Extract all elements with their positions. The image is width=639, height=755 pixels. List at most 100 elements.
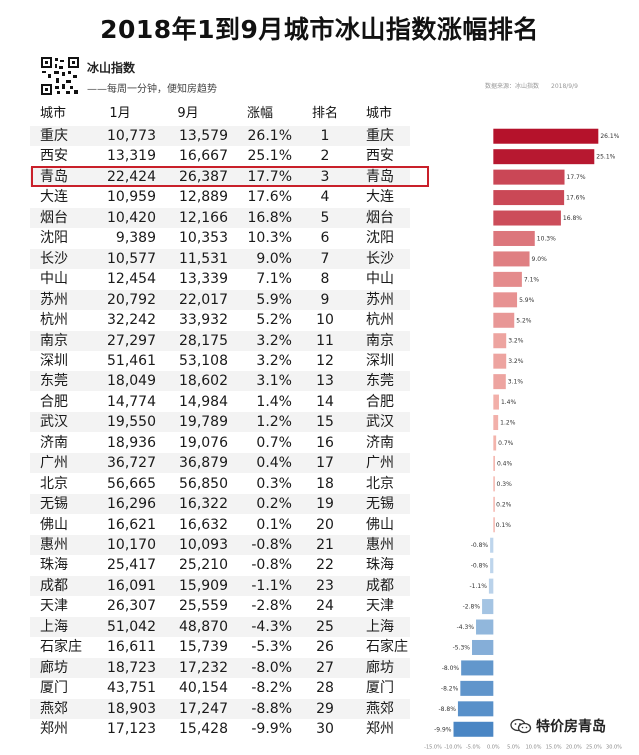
- table-cell-city: 烟台: [40, 209, 68, 226]
- data-label: 25.1%: [596, 154, 615, 161]
- x-tick-label: -5.0%: [466, 745, 481, 751]
- table-cell-rank: 3: [320, 168, 330, 185]
- table-cell-jan: 10,577: [107, 250, 156, 267]
- table-cell-city: 惠州: [366, 537, 394, 553]
- table-cell-sep: 10,353: [179, 230, 228, 247]
- table-cell-pct: 5.9%: [256, 291, 292, 308]
- table-cell-city: 大连: [366, 189, 394, 206]
- table-cell-city: 上海: [366, 618, 394, 635]
- table-cell-city: 广州: [40, 455, 68, 472]
- table-cell-city: 佛山: [366, 516, 394, 533]
- data-label: -8.2%: [441, 685, 459, 692]
- table-cell-pct: -0.8%: [251, 557, 292, 574]
- table-cell-city: 厦门: [366, 680, 394, 697]
- x-tick-label: 15.0%: [546, 745, 562, 751]
- table-cell-city: 苏州: [366, 291, 394, 308]
- bar-合肥: [493, 394, 499, 410]
- table-cell-rank: 20: [316, 516, 334, 533]
- table-row: [30, 473, 410, 494]
- table-cell-city: 济南: [40, 434, 68, 451]
- wechat-icon: [510, 718, 532, 734]
- bar-济南: [493, 435, 497, 451]
- bar-东莞: [493, 374, 506, 390]
- table-cell-sep: 16,632: [179, 516, 228, 533]
- table-cell-city: 郑州: [366, 721, 394, 738]
- table-cell-city: 沈阳: [40, 230, 68, 247]
- x-tick-label: 10.0%: [526, 745, 542, 751]
- table-cell-pct: 17.7%: [247, 168, 292, 185]
- table-cell-pct: -8.8%: [251, 700, 292, 717]
- table-cell-pct: -4.3%: [251, 618, 292, 635]
- data-label: 0.3%: [497, 481, 513, 488]
- data-label: 26.1%: [600, 133, 619, 140]
- x-tick-label: 0.0%: [487, 745, 500, 751]
- data-label: -8.0%: [442, 665, 460, 672]
- bar-长沙: [493, 251, 530, 267]
- table-row: [30, 575, 410, 596]
- data-label: -0.8%: [471, 542, 489, 549]
- table-row: [30, 146, 410, 167]
- table-cell-pct: 3.1%: [256, 373, 292, 390]
- table-cell-jan: 16,296: [107, 496, 156, 513]
- table-cell-city: 成都: [40, 577, 68, 594]
- table-cell-rank: 17: [316, 455, 334, 472]
- table-cell-sep: 13,339: [179, 271, 228, 288]
- table-cell-city: 大连: [40, 189, 68, 206]
- data-label: 10.3%: [537, 235, 556, 242]
- table-cell-city: 深圳: [40, 352, 68, 369]
- table-cell-city: 北京: [366, 475, 394, 492]
- table-cell-city: 苏州: [40, 291, 68, 308]
- table-cell-city: 天津: [40, 598, 68, 615]
- table-cell-city: 东莞: [40, 373, 68, 390]
- table-cell-city: 合肥: [366, 393, 394, 410]
- table-cell-sep: 14,984: [179, 393, 228, 410]
- table-row: [30, 391, 410, 412]
- table-cell-jan: 9,389: [115, 230, 156, 247]
- table-row: [30, 535, 410, 555]
- table-row: [30, 596, 410, 617]
- table-cell-city: 南京: [366, 332, 394, 349]
- table-cell-sep: 18,602: [179, 373, 228, 390]
- data-label: 0.4%: [497, 460, 513, 467]
- column-header: 城市: [366, 106, 393, 121]
- table-cell-rank: 6: [320, 230, 330, 247]
- table-cell-pct: 10.3%: [247, 230, 292, 247]
- bar-苏州: [493, 292, 518, 308]
- table-cell-pct: -8.0%: [251, 659, 292, 676]
- table-cell-city: 济南: [366, 434, 394, 451]
- table-row: [30, 616, 410, 637]
- table-cell-jan: 10,170: [107, 537, 156, 553]
- column-header: 城市: [40, 106, 67, 121]
- table-cell-jan: 12,454: [107, 271, 156, 288]
- table-cell-pct: 0.2%: [256, 496, 292, 513]
- bar-厦门: [460, 680, 494, 696]
- table-cell-jan: 36,727: [107, 455, 156, 472]
- table-row: [30, 555, 410, 576]
- table-cell-pct: 0.4%: [256, 455, 292, 472]
- table-cell-sep: 15,739: [179, 639, 228, 656]
- table-cell-sep: 26,387: [179, 168, 228, 185]
- table-cell-pct: 5.2%: [256, 312, 292, 329]
- table-cell-rank: 4: [320, 189, 330, 206]
- table-cell-sep: 15,909: [179, 577, 228, 594]
- table-cell-pct: -1.1%: [251, 577, 292, 594]
- data-label: -8.8%: [439, 706, 457, 713]
- table-cell-city: 惠州: [40, 537, 68, 553]
- table-cell-pct: -8.2%: [251, 680, 292, 697]
- bar-西安: [493, 149, 595, 165]
- table-cell-city: 燕郊: [366, 700, 394, 717]
- column-header: 9月: [177, 106, 199, 121]
- table-cell-sep: 16,322: [179, 496, 228, 513]
- table-cell-city: 天津: [366, 598, 394, 615]
- table-cell-rank: 13: [316, 373, 334, 390]
- table-cell-jan: 10,773: [107, 128, 156, 144]
- table-cell-city: 合肥: [40, 393, 68, 410]
- table-cell-city: 武汉: [40, 414, 68, 431]
- table-cell-jan: 51,042: [107, 618, 156, 635]
- bar-郑州: [453, 721, 494, 737]
- data-label: 3.2%: [508, 358, 524, 365]
- bar-烟台: [493, 210, 561, 226]
- bar-无锡: [493, 496, 495, 512]
- data-source: 数据来源：冰山指数: [485, 83, 540, 90]
- data-label: 7.1%: [524, 276, 540, 283]
